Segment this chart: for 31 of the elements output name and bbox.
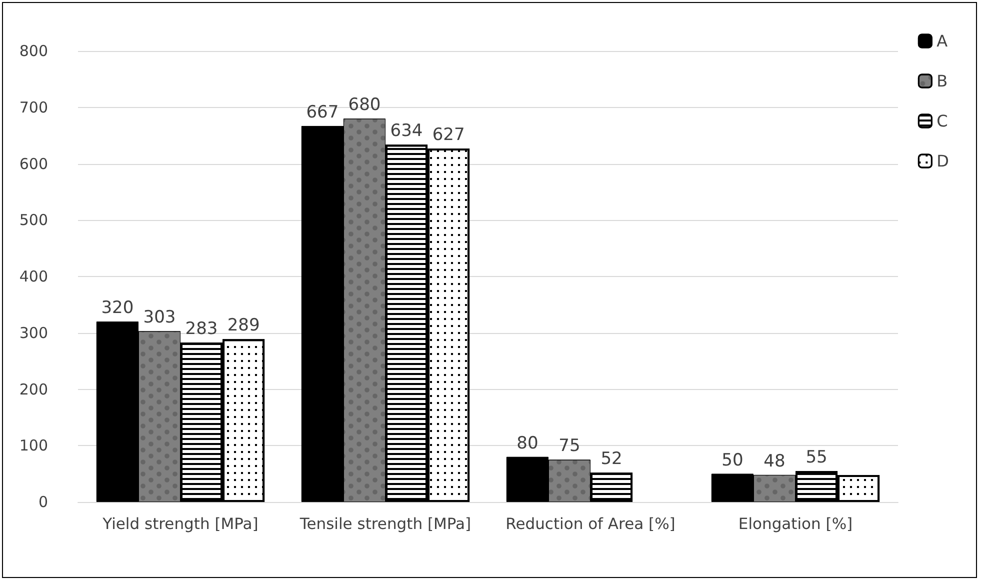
data-label: 80 [516,433,538,454]
y-tick-label: 500 [19,211,48,230]
legend-label: A [936,32,948,50]
data-label: 289 [227,316,260,336]
y-tick-label: 800 [19,42,48,60]
y-tick-label: 200 [19,380,48,398]
x-tick-label: Reduction of Area [%] [506,515,676,533]
y-tick-label: 700 [19,98,48,116]
x-tick-label: Elongation [%] [738,515,853,533]
data-label: 634 [390,121,423,142]
data-label: 320 [101,298,134,318]
x-tick-label: Yield strength [MPa] [102,515,258,533]
y-tick-label: 0 [38,493,48,511]
legend-label: B [936,72,948,90]
data-label: 303 [143,308,176,328]
data-label: 75 [558,436,580,456]
y-tick-label: 100 [19,436,48,455]
y-tick-label: 600 [19,154,48,173]
x-tick-label: Tensile strength [MPa] [298,515,472,533]
data-label: 680 [348,95,381,116]
data-label: 283 [185,318,218,339]
y-tick-label: 300 [19,324,48,342]
data-label: 627 [432,125,465,146]
data-label: 667 [306,102,339,122]
data-label: 50 [722,450,744,470]
data-label: 52 [600,449,622,470]
legend-label: D [936,152,950,170]
data-label: 55 [806,447,828,468]
legend-label: C [936,112,948,130]
data-label: 48 [764,451,786,472]
y-tick-label: 400 [19,268,48,286]
